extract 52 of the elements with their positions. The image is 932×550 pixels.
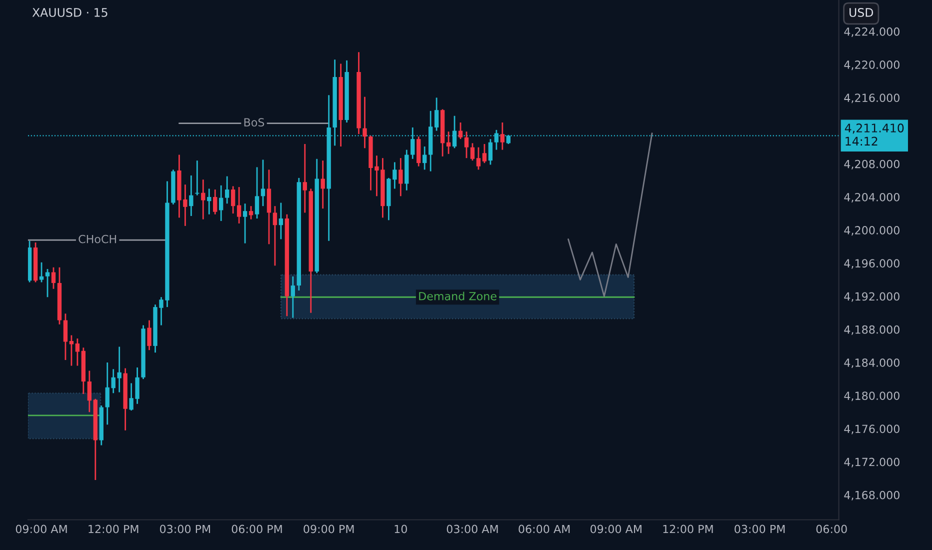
y-tick-label: 4,208.000: [844, 160, 900, 170]
y-tick-label: 4,220.000: [844, 60, 900, 70]
candlestick: [69, 334, 74, 367]
x-tick-label: 12:00 PM: [88, 524, 138, 534]
candlestick: [51, 266, 56, 290]
candlestick: [476, 146, 481, 170]
candlestick: [398, 157, 403, 197]
candlestick: [464, 130, 469, 159]
candlestick: [500, 122, 505, 150]
candlestick: [422, 146, 427, 170]
y-tick-label: 4,200.000: [844, 226, 900, 236]
series-label: BoS: [244, 118, 264, 127]
candlestick: [482, 143, 487, 164]
y-tick-label: 4,184.000: [844, 358, 900, 368]
x-tick-label: 09:00 PM: [304, 524, 354, 534]
y-tick-label: 4,188.000: [844, 325, 900, 335]
candlestick: [470, 142, 475, 162]
x-tick-label: 03:00 PM: [160, 524, 210, 534]
y-tick-label: 4,192.000: [844, 292, 900, 302]
ref-line-label: 4,211.410 14:12: [844, 124, 904, 146]
x-tick-label: 12:00 PM: [663, 524, 713, 534]
y-tick-label: 4,204.000: [844, 192, 900, 202]
candlestick: [147, 320, 152, 351]
y-tick-label: 4,196.000: [844, 259, 900, 269]
candlestick: [63, 312, 68, 361]
candlestick: [87, 370, 92, 413]
x-tick-label: 06:00: [816, 524, 847, 534]
candlestick: [105, 362, 110, 426]
x-tick-label: 03:00 PM: [734, 524, 785, 534]
series-label: Demand Zone: [419, 292, 496, 300]
candlestick: [446, 130, 451, 155]
x-tick-label: 03:00 AM: [446, 524, 498, 534]
y-tick-label: 4,224.000: [844, 27, 900, 37]
candlestick: [488, 138, 493, 166]
candlestick: [45, 268, 50, 298]
text: XAUUSD · 15: [32, 8, 108, 17]
x-tick-label: 09:00 AM: [590, 524, 642, 534]
y-axis-title: USD: [850, 8, 874, 17]
series-label: CHoCH: [78, 234, 116, 244]
candlestick: [75, 338, 80, 367]
candlestick: [434, 96, 439, 132]
y-tick-label: 4,168.000: [844, 490, 900, 500]
y-tick-label: 4,180.000: [844, 392, 900, 402]
candlestick: [189, 174, 194, 217]
x-tick-label: 06:00 AM: [518, 524, 570, 534]
x-tick-label: 06:00 PM: [232, 524, 282, 534]
y-tick-label: 4,172.000: [844, 458, 900, 468]
x-tick-label: 10: [394, 524, 407, 534]
x-tick-label: 09:00 AM: [16, 524, 67, 534]
y-tick-label: 4,216.000: [844, 94, 900, 104]
y-tick-label: 4,176.000: [844, 424, 900, 434]
candlestick: [458, 122, 463, 140]
